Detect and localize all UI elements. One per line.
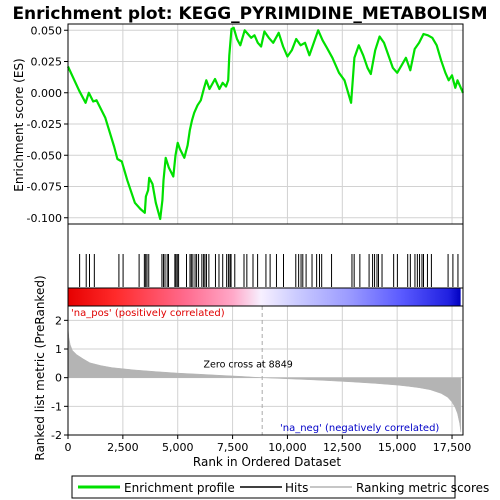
metric-y-tick-label: 1: [55, 343, 62, 356]
legend-label-hits: Hits: [285, 481, 308, 495]
x-tick-label: 2,500: [107, 441, 139, 454]
x-axis: 0 2,500 5,000 7,500 10,000 12,500 15,000 17,500: [65, 435, 472, 454]
positive-correlation-label: 'na_pos' (positively correlated): [71, 308, 225, 319]
ranked-list-color-bar: [67, 287, 464, 307]
metric-y-tick-label: -1: [51, 400, 62, 413]
x-tick-label: 15,000: [378, 441, 417, 454]
es-y-axis-title: Enrichment score (ES): [12, 58, 26, 191]
es-y-tick-label: -0.100: [27, 212, 62, 225]
es-panel: 0.050 0.025 0.000 -0.025 -0.050 -0.075 -0.100: [27, 23, 465, 225]
ranked-list-gradient: [68, 288, 461, 306]
metric-y-axis-title: Ranked list metric (PreRanked): [33, 275, 47, 460]
es-y-tick-label: 0.000: [31, 87, 63, 100]
x-tick-label: 12,500: [323, 441, 362, 454]
metric-y-tick-label: 0: [55, 372, 62, 385]
legend-label-ranking-metric-scores: Ranking metric scores: [356, 481, 489, 495]
ranking-metric-area: [67, 327, 462, 433]
es-y-tick-label: 0.025: [31, 56, 63, 69]
chart-title: Enrichment plot: KEGG_PYRIMIDINE_METABOL…: [12, 4, 487, 24]
hits-panel: [67, 223, 464, 289]
legend: Enrichment profile Hits Ranking metric s…: [71, 475, 489, 499]
enrichment-profile-line: [67, 26, 465, 221]
x-axis-title: Rank in Ordered Dataset: [193, 455, 341, 469]
es-y-tick-label: -0.025: [27, 118, 62, 131]
es-y-tick-label: 0.050: [31, 24, 63, 37]
metric-panel-frame: [67, 305, 464, 436]
x-tick-label: 10,000: [268, 441, 307, 454]
ranking-metric-panel: 2 1 0 -1 -2 Zero cross at 8849 'na_pos' (posit…: [51, 305, 464, 442]
es-y-tick-label: -0.050: [27, 149, 62, 162]
x-tick-label: 0: [65, 441, 72, 454]
x-tick-label: 5,000: [162, 441, 194, 454]
metric-y-tick-label: -2: [51, 429, 62, 442]
negative-correlation-label: 'na_neg' (negatively correlated): [280, 423, 439, 434]
metric-y-tick-label: 2: [55, 314, 62, 327]
es-y-tick-label: -0.075: [27, 181, 62, 194]
zero-cross-label: Zero cross at 8849: [204, 360, 293, 371]
legend-label-enrichment-profile: Enrichment profile: [124, 481, 235, 495]
x-tick-label: 17,500: [433, 441, 472, 454]
x-tick-label: 7,500: [217, 441, 249, 454]
